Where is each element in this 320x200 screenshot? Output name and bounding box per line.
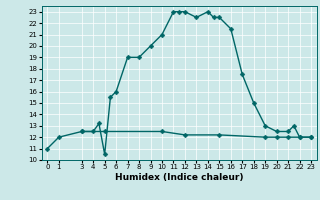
X-axis label: Humidex (Indice chaleur): Humidex (Indice chaleur) [115, 173, 244, 182]
